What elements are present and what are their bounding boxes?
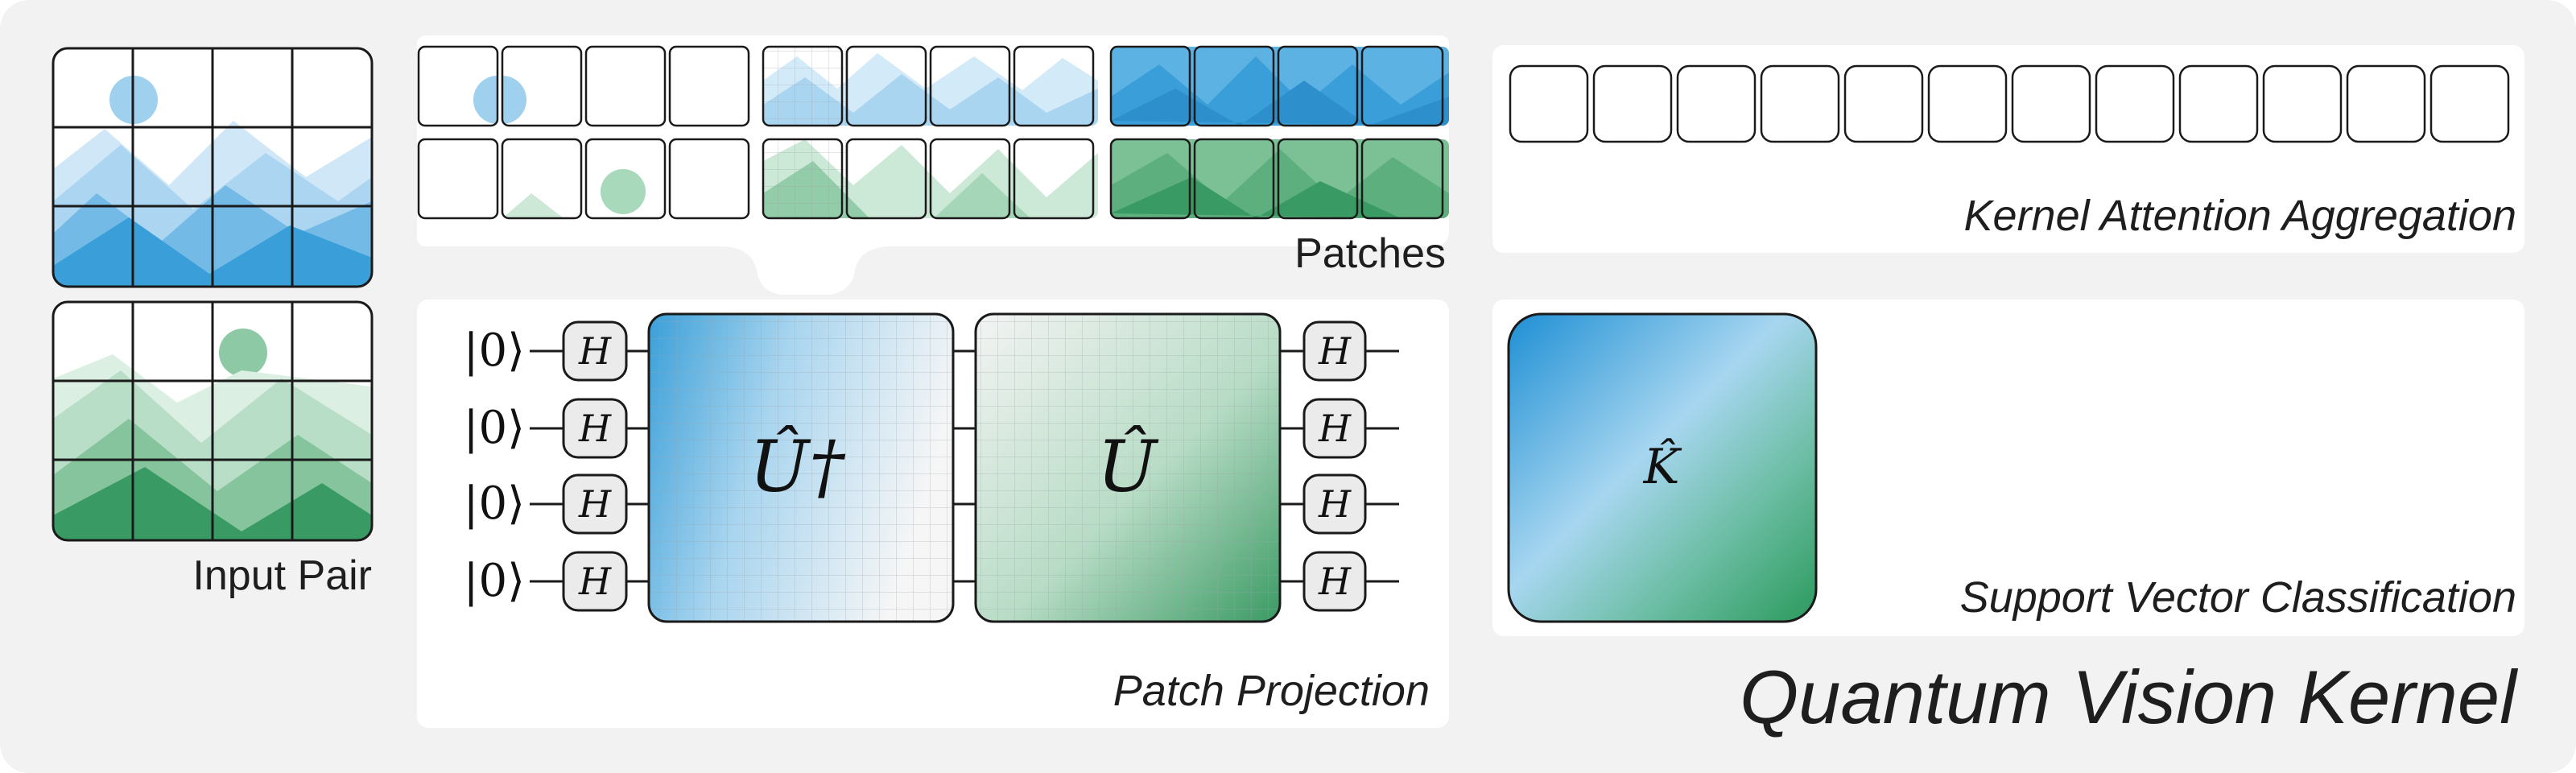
hadamard-gate-label: H bbox=[578, 560, 612, 603]
patch-row-blue-mountains bbox=[762, 45, 1098, 127]
patch-row-green-solid bbox=[1109, 138, 1449, 220]
hadamard-gate-label: H bbox=[578, 407, 612, 450]
hadamard-gate-label: H bbox=[578, 329, 612, 373]
patch-row-green-mountains bbox=[762, 138, 1098, 220]
kernel-matrix-block bbox=[1507, 312, 1818, 623]
unitary-dagger-block bbox=[647, 312, 955, 623]
input-grid-blue bbox=[52, 47, 374, 288]
qubit-label: |0⟩ bbox=[464, 477, 525, 530]
patch-row-blue-white bbox=[417, 45, 750, 127]
hadamard-gates-left bbox=[562, 320, 628, 612]
hadamard-gate-label: H bbox=[1318, 407, 1352, 450]
diagram-title: Quantum Vision Kernel bbox=[1740, 655, 2518, 739]
unitary-block bbox=[974, 312, 1282, 623]
hadamard-gate-label: H bbox=[578, 482, 612, 526]
qubit-label: |0⟩ bbox=[464, 402, 525, 454]
hadamard-gate-label: H bbox=[1318, 329, 1352, 373]
patch-row-green-white bbox=[417, 138, 750, 220]
hadamard-gate-label: H bbox=[1318, 560, 1352, 603]
hadamard-gate-label: H bbox=[1318, 482, 1352, 526]
unitary-dagger-label: Û† bbox=[749, 425, 846, 508]
qubit-label: |0⟩ bbox=[464, 555, 525, 607]
hadamard-gates-right bbox=[1302, 320, 1367, 612]
attention-token-row bbox=[1509, 64, 2510, 143]
svc-label: Support Vector Classification bbox=[1960, 573, 2516, 622]
input-pair-label: Input Pair bbox=[192, 552, 372, 599]
qubit-label: |0⟩ bbox=[464, 324, 525, 377]
patch-projection-label: Patch Projection bbox=[1113, 667, 1430, 715]
patch-row-blue-solid bbox=[1109, 45, 1449, 127]
sun-circle-icon bbox=[219, 329, 267, 377]
patches-label: Patches bbox=[1294, 230, 1446, 277]
unitary-label: Û bbox=[1097, 425, 1159, 508]
kernel-attention-label: Kernel Attention Aggregation bbox=[1964, 192, 2516, 240]
qubit-wires bbox=[530, 349, 1399, 583]
kernel-label: K̂ bbox=[1643, 438, 1682, 495]
input-grid-green bbox=[52, 300, 374, 542]
